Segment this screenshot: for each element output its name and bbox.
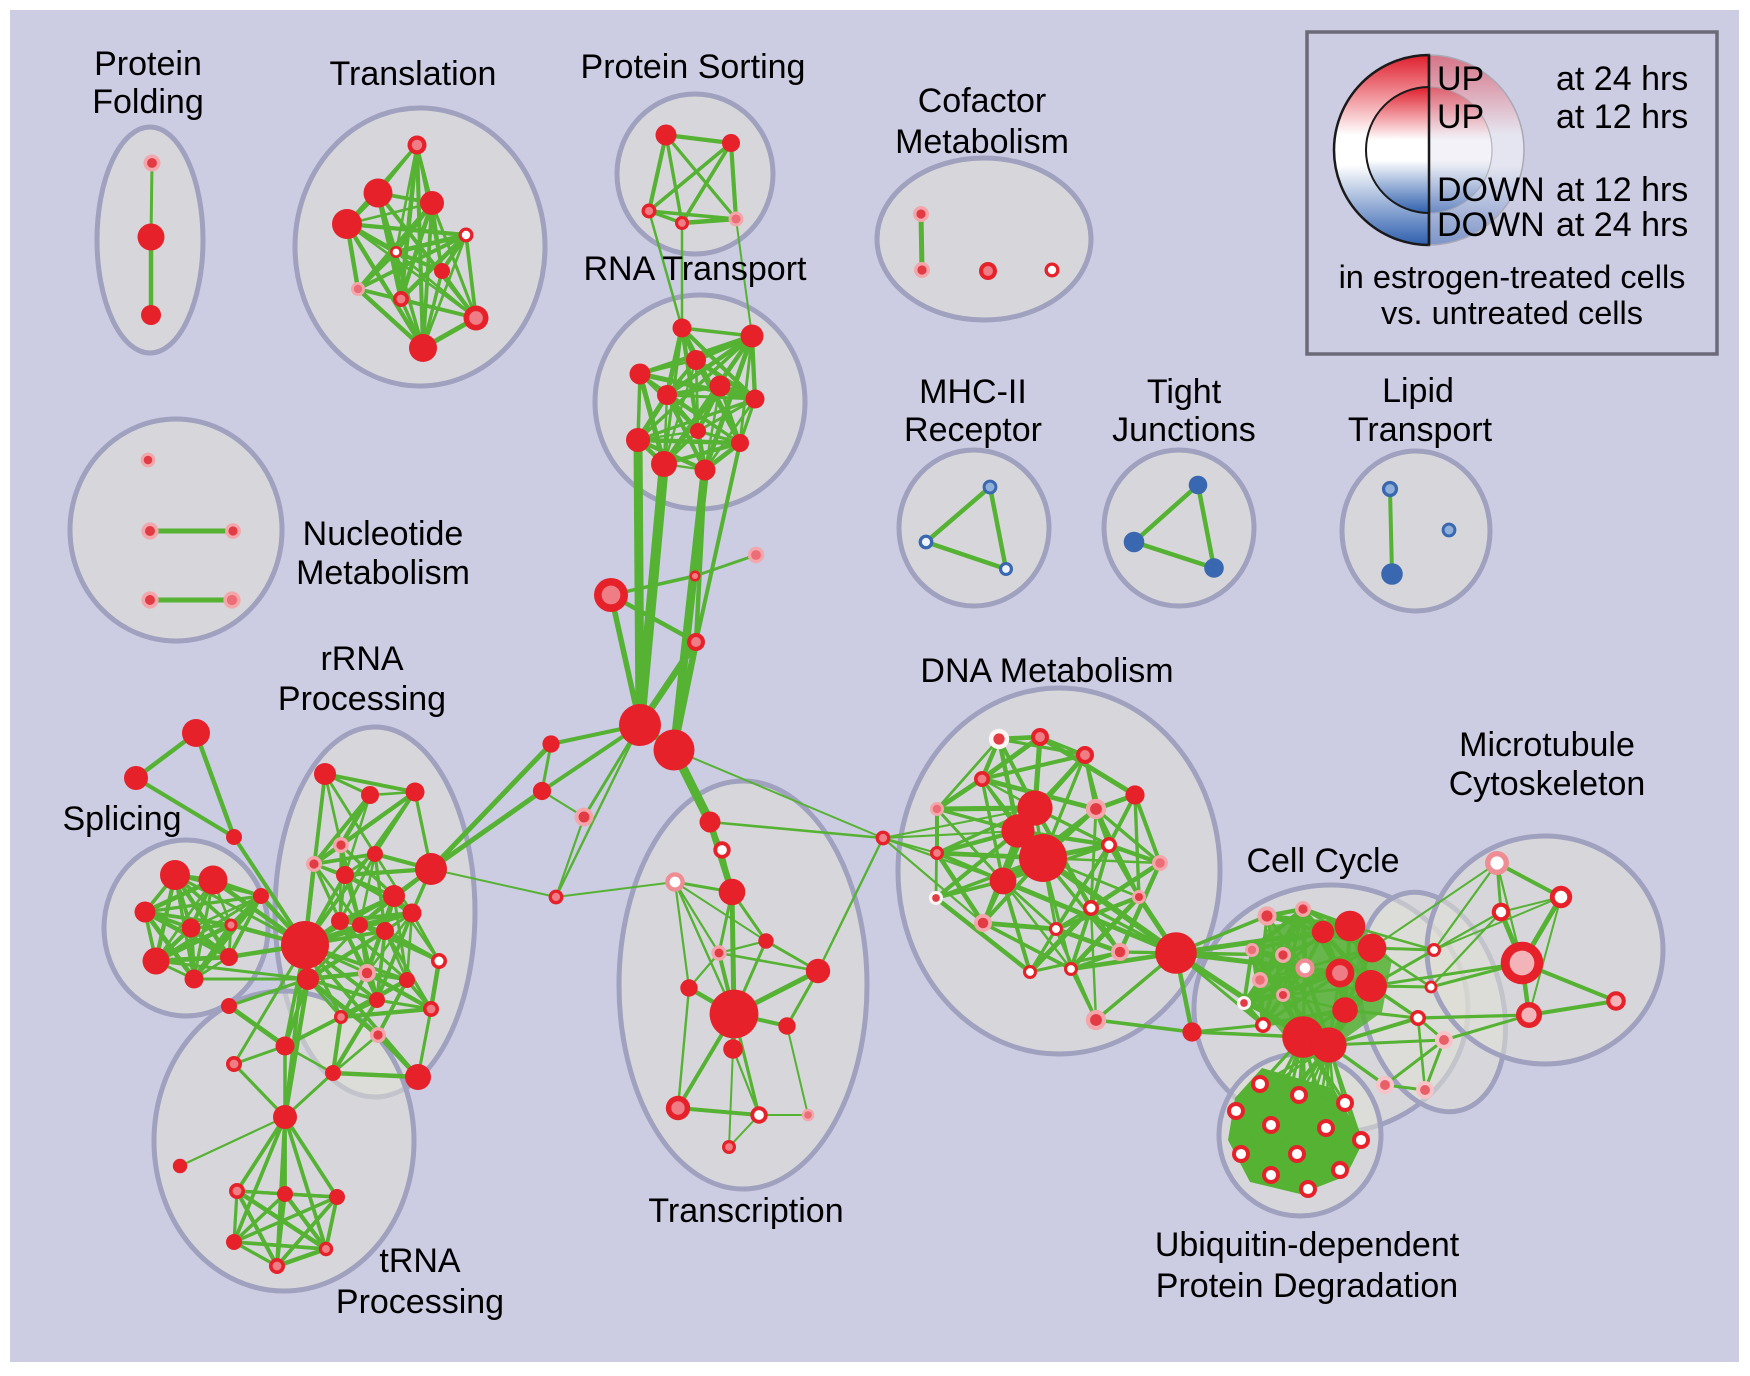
svg-text:Folding: Folding [92, 83, 204, 121]
svg-text:Cytoskeleton: Cytoskeleton [1449, 765, 1646, 803]
svg-text:Cofactor: Cofactor [918, 82, 1047, 120]
svg-text:Cell Cycle: Cell Cycle [1246, 842, 1399, 880]
svg-text:Microtubule: Microtubule [1459, 726, 1635, 764]
svg-text:in estrogen-treated cells: in estrogen-treated cells [1339, 259, 1686, 295]
svg-text:vs. untreated cells: vs. untreated cells [1381, 295, 1643, 331]
svg-text:DOWN: DOWN [1437, 171, 1545, 209]
svg-text:Protein Degradation: Protein Degradation [1156, 1267, 1458, 1305]
svg-text:rRNA: rRNA [320, 640, 403, 678]
svg-text:DOWN: DOWN [1437, 206, 1545, 244]
svg-text:Transport: Transport [1348, 411, 1493, 449]
svg-text:RNA Transport: RNA Transport [584, 250, 808, 288]
svg-text:UP: UP [1437, 60, 1484, 98]
svg-text:Protein: Protein [94, 45, 202, 83]
svg-text:MHC-II: MHC-II [919, 373, 1027, 411]
svg-text:Protein Sorting: Protein Sorting [581, 48, 806, 86]
svg-text:Junctions: Junctions [1112, 411, 1256, 449]
svg-text:tRNA: tRNA [379, 1242, 461, 1280]
svg-text:Metabolism: Metabolism [296, 554, 470, 592]
svg-text:Ubiquitin-dependent: Ubiquitin-dependent [1155, 1226, 1460, 1264]
svg-text:at 24 hrs: at 24 hrs [1556, 206, 1688, 244]
svg-text:Splicing: Splicing [62, 800, 181, 838]
svg-text:at 24 hrs: at 24 hrs [1556, 60, 1688, 98]
svg-text:Lipid: Lipid [1382, 372, 1454, 410]
svg-text:at 12 hrs: at 12 hrs [1556, 98, 1688, 136]
svg-text:UP: UP [1437, 98, 1484, 136]
svg-text:Tight: Tight [1147, 373, 1222, 411]
svg-text:Translation: Translation [330, 55, 497, 93]
svg-text:Transcription: Transcription [648, 1192, 843, 1230]
svg-text:Metabolism: Metabolism [895, 123, 1069, 161]
svg-text:Processing: Processing [336, 1283, 504, 1321]
svg-text:at 12 hrs: at 12 hrs [1556, 171, 1688, 209]
svg-text:DNA Metabolism: DNA Metabolism [920, 652, 1173, 690]
svg-text:Processing: Processing [278, 680, 446, 718]
svg-text:Nucleotide: Nucleotide [303, 515, 464, 553]
svg-text:Receptor: Receptor [904, 411, 1042, 449]
